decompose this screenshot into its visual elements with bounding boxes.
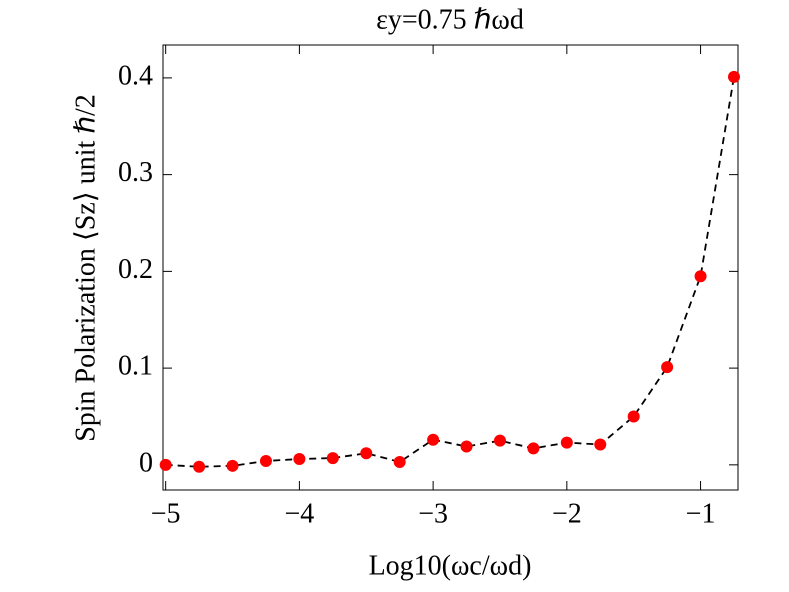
chart-title: εy=0.75 ℏωd	[376, 4, 524, 35]
data-point	[427, 433, 440, 446]
x-tick-label: −1	[686, 498, 716, 529]
data-point	[527, 442, 540, 455]
y-tick-label: 0.1	[118, 351, 153, 382]
data-point	[259, 454, 272, 467]
data-point	[293, 453, 306, 466]
x-tick-label: −5	[151, 498, 181, 529]
data-point	[460, 440, 473, 453]
data-point	[393, 455, 406, 468]
data-point	[159, 458, 172, 471]
data-point	[661, 361, 674, 374]
data-point	[193, 460, 206, 473]
plot-frame	[162, 44, 739, 491]
data-point	[493, 434, 506, 447]
x-tick-label: −4	[284, 498, 314, 529]
x-axis-label: Log10(ωc/ωd)	[369, 550, 532, 581]
x-tick-label: −2	[552, 498, 582, 529]
series-line	[165, 76, 735, 468]
x-tick-label: −3	[418, 498, 448, 529]
data-point	[727, 70, 740, 83]
y-tick-label: 0.4	[118, 60, 153, 91]
data-point	[594, 438, 607, 451]
y-tick-label: 0	[139, 447, 153, 478]
data-point	[226, 459, 239, 472]
data-point	[560, 436, 573, 449]
data-point	[360, 447, 373, 460]
y-tick-label: 0.2	[118, 254, 153, 285]
y-axis-label: Spin Polarization ⟨Sz⟩ unit ℏ/2	[70, 94, 101, 442]
data-point	[694, 270, 707, 283]
data-point	[627, 410, 640, 423]
data-point	[326, 452, 339, 465]
y-tick-label: 0.3	[118, 157, 153, 188]
